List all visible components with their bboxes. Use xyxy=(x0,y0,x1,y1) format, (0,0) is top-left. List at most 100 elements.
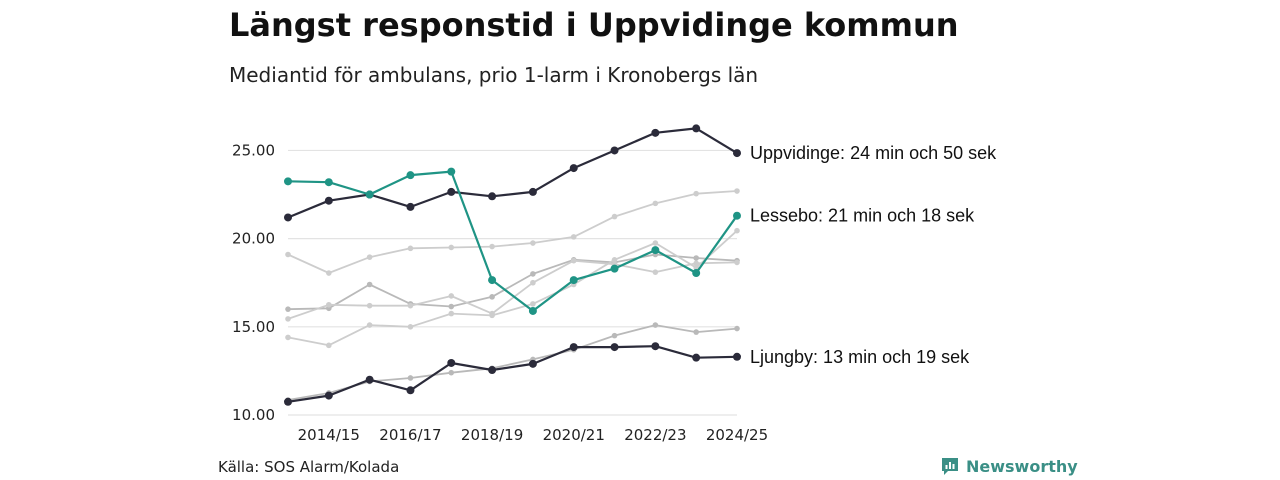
data-point xyxy=(407,324,414,330)
data-point xyxy=(448,310,455,317)
data-point xyxy=(693,190,699,197)
data-point xyxy=(610,146,619,155)
data-point xyxy=(448,244,455,251)
series-lessebo xyxy=(284,167,741,315)
y-tick-label: 15.00 xyxy=(232,318,275,336)
data-point xyxy=(448,369,455,376)
data-point xyxy=(447,358,456,367)
series-line xyxy=(287,127,738,219)
data-point xyxy=(284,177,292,186)
series-övrig-kommun-e xyxy=(285,322,740,403)
data-point xyxy=(693,255,699,261)
data-point xyxy=(488,366,497,375)
series-end-label: Uppvidinge: 24 min och 50 sek xyxy=(750,143,997,163)
data-point xyxy=(734,259,740,266)
brand-logo[interactable]: Newsworthy xyxy=(940,456,1078,476)
data-point xyxy=(407,375,414,381)
data-point xyxy=(324,196,333,205)
series-övrig-kommun-c xyxy=(285,257,740,322)
data-point xyxy=(611,213,618,220)
x-axis-ticks: 2014/15 2016/17 2018/19 2020/21 2022/23 2024/… xyxy=(298,426,769,444)
series-line xyxy=(287,259,738,320)
data-point xyxy=(530,271,536,277)
series-line xyxy=(287,230,738,347)
data-point xyxy=(530,279,536,286)
data-point xyxy=(733,352,741,361)
data-point xyxy=(448,293,455,299)
x-tick-label: 2022/23 xyxy=(624,426,686,444)
data-point xyxy=(734,325,740,332)
data-point xyxy=(528,306,537,315)
series-line xyxy=(287,170,738,312)
data-point xyxy=(569,164,578,173)
y-tick-label: 10.00 xyxy=(232,406,275,424)
series-end-label: Lessebo: 21 min och 18 sek xyxy=(750,206,975,226)
series-line xyxy=(287,190,738,274)
data-point xyxy=(489,294,495,300)
data-point xyxy=(285,251,291,258)
data-point xyxy=(692,353,701,362)
data-point xyxy=(285,334,291,341)
data-point xyxy=(530,301,536,307)
data-point xyxy=(489,243,495,250)
data-point xyxy=(326,301,332,308)
x-tick-label: 2020/21 xyxy=(543,426,605,444)
data-point xyxy=(285,316,291,322)
data-point xyxy=(407,245,414,252)
series-övrig-kommun-a xyxy=(285,188,740,276)
data-point xyxy=(528,187,537,196)
data-point xyxy=(651,128,660,137)
data-point xyxy=(447,187,456,196)
data-point xyxy=(569,343,578,352)
data-point xyxy=(326,270,332,276)
series-end-label: Ljungby: 13 min och 19 sek xyxy=(750,347,970,367)
series-uppvidinge xyxy=(284,124,741,222)
data-point xyxy=(324,391,333,400)
x-tick-label: 2014/15 xyxy=(298,426,360,444)
data-point xyxy=(366,322,373,328)
data-point xyxy=(528,359,537,368)
data-point xyxy=(530,240,536,246)
data-point xyxy=(611,332,618,339)
y-tick-label: 25.00 xyxy=(232,141,275,159)
data-point xyxy=(651,342,660,351)
series-line xyxy=(287,324,738,401)
data-point xyxy=(733,149,741,158)
data-point xyxy=(569,276,578,285)
chart-subtitle: Mediantid för ambulans, prio 1-larm i Kr… xyxy=(229,63,759,87)
context-series xyxy=(285,188,740,403)
data-point xyxy=(652,240,659,246)
data-point xyxy=(285,306,291,312)
newsworthy-icon xyxy=(942,458,958,475)
data-point xyxy=(692,124,701,133)
data-point xyxy=(365,190,374,199)
data-point xyxy=(448,303,455,310)
brand-name: Newsworthy xyxy=(966,456,1078,476)
data-point xyxy=(610,264,619,273)
data-point xyxy=(324,178,333,187)
data-point xyxy=(488,192,497,201)
x-tick-label: 2024/25 xyxy=(706,426,768,444)
data-point xyxy=(406,171,415,180)
series-labels: Uppvidinge: 24 min och 50 sek Lessebo: 21… xyxy=(750,143,997,367)
data-point xyxy=(406,202,415,211)
data-point xyxy=(652,269,659,275)
data-point xyxy=(652,200,659,207)
series-ljungby xyxy=(284,342,741,406)
data-point xyxy=(284,397,292,406)
series-övrig-kommun-d xyxy=(285,227,740,349)
data-point xyxy=(570,234,577,240)
data-point xyxy=(570,257,577,264)
data-point xyxy=(488,276,497,285)
data-point xyxy=(693,260,699,267)
source-note: Källa: SOS Alarm/Kolada xyxy=(218,458,400,476)
data-point xyxy=(652,322,659,328)
data-point xyxy=(365,375,374,384)
data-point xyxy=(611,257,618,263)
series-line xyxy=(287,345,738,403)
series-övrig-kommun-b xyxy=(285,251,740,312)
data-point xyxy=(407,302,414,309)
y-axis-ticks: 10.00 15.00 20.00 25.00 xyxy=(232,141,275,424)
data-point xyxy=(733,211,741,220)
